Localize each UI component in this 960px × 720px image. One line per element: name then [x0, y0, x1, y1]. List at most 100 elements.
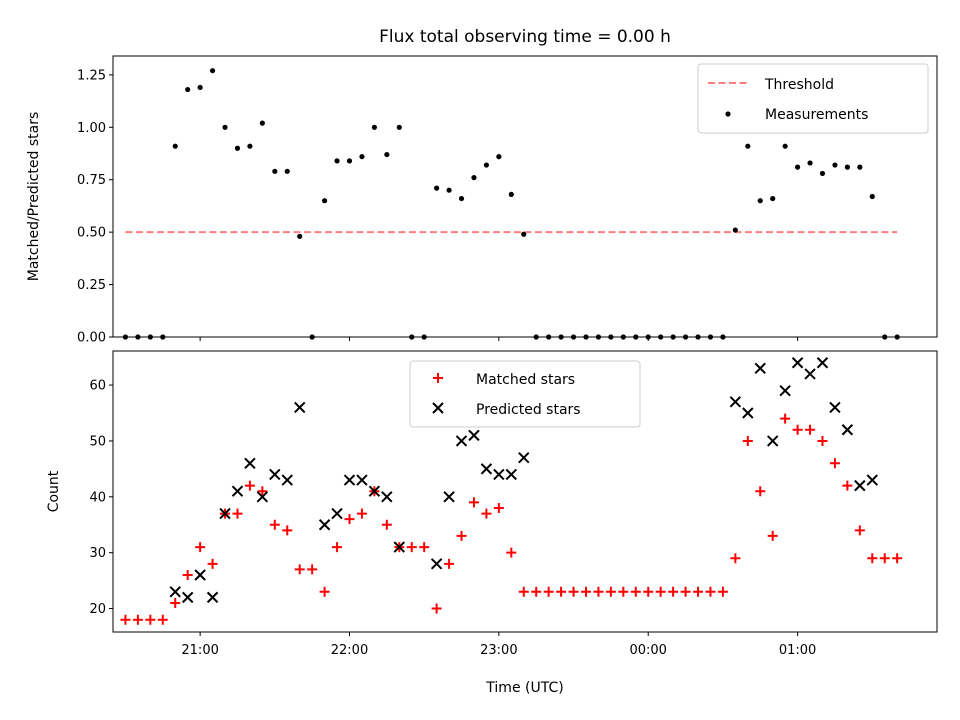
- matched-star-point: [319, 586, 330, 597]
- measurement-point: [297, 233, 303, 239]
- measurement-point: [508, 191, 514, 198]
- predicted-star-point: [804, 368, 816, 380]
- matched-star-point: [792, 424, 803, 435]
- measurement-point: [471, 175, 477, 181]
- matched-star-point: [468, 497, 479, 508]
- predicted-star-point: [269, 468, 281, 481]
- measurement-point: [185, 86, 191, 93]
- predicted-star-point: [256, 491, 269, 503]
- predicted-star-point: [505, 468, 518, 481]
- measurement-point: [222, 124, 228, 130]
- matched-star-point: [244, 480, 255, 491]
- predicted-star-point: [518, 451, 530, 464]
- matched-star-point: [593, 586, 604, 597]
- predicted-star-point: [766, 435, 779, 447]
- predicted-star-point: [318, 519, 331, 531]
- predicted-star-point: [368, 485, 381, 497]
- bottom-y-tick-label: 40: [89, 490, 106, 505]
- matched-star-point: [381, 519, 392, 530]
- matched-star-point: [182, 570, 193, 581]
- predicted-star-point: [493, 468, 505, 481]
- matched-star-point: [506, 547, 517, 558]
- predicted-star-point: [244, 457, 256, 469]
- measurement-point: [757, 198, 763, 204]
- legend-predicted-swatch: [432, 402, 444, 414]
- matched-star-point: [145, 614, 156, 625]
- matched-star-point: [879, 553, 890, 564]
- matched-star-point: [717, 586, 728, 597]
- predicted-star-point: [480, 463, 493, 475]
- predicted-star-point: [455, 435, 468, 447]
- matched-star-point: [693, 586, 704, 597]
- predicted-star-point: [281, 474, 293, 486]
- legend-predicted-label: Predicted stars: [476, 402, 581, 418]
- measurement-point: [396, 124, 402, 130]
- top-y-tick-label: 1.00: [77, 121, 106, 136]
- predicted-star-point: [206, 591, 219, 604]
- measurement-point: [359, 154, 365, 160]
- matched-star-point: [232, 508, 243, 519]
- matched-star-point: [356, 508, 367, 519]
- top-y-tick-label: 0.00: [77, 331, 106, 346]
- x-tick-label: 22:00: [331, 643, 368, 658]
- measurement-point: [172, 143, 178, 149]
- top-y-tick-label: 0.25: [77, 278, 106, 293]
- top-y-tick-label: 0.50: [77, 226, 106, 241]
- matched-star-point: [556, 586, 567, 597]
- predicted-star-point: [169, 586, 181, 598]
- matched-star-point: [207, 558, 218, 569]
- matched-star-point: [668, 586, 679, 597]
- matched-star-point: [767, 530, 778, 541]
- measurement-point: [770, 195, 776, 202]
- x-tick-label: 21:00: [181, 643, 218, 658]
- matched-star-point: [842, 480, 853, 491]
- top-y-tick-label: 0.75: [77, 173, 106, 188]
- measurement-point: [869, 193, 875, 200]
- legend-measurements-swatch: [725, 111, 731, 117]
- measurement-point: [857, 164, 863, 170]
- predicted-star-point: [381, 491, 393, 503]
- matched-star-point: [680, 586, 691, 597]
- top-legend-frame: [697, 63, 929, 134]
- matched-star-point: [854, 525, 865, 536]
- legend-matched-label: Matched stars: [476, 372, 575, 388]
- top-legend: Threshold Measurements: [697, 63, 929, 134]
- measurement-point: [234, 145, 241, 151]
- measurement-point: [458, 195, 465, 202]
- matched-star-point: [493, 502, 504, 513]
- matched-star-point: [730, 553, 741, 564]
- measurement-point: [434, 185, 440, 191]
- matched-star-point: [630, 586, 641, 597]
- matched-star-point: [805, 424, 816, 435]
- bottom-y-tick-label: 50: [89, 434, 106, 449]
- measurement-point: [844, 164, 850, 170]
- matched-star-point: [543, 586, 554, 597]
- matched-star-point: [531, 586, 542, 597]
- legend-measurements-label: Measurements: [765, 107, 868, 123]
- measurement-point: [745, 143, 751, 149]
- predicted-star-point: [343, 474, 356, 486]
- bottom-y-tick-label: 20: [89, 602, 106, 617]
- matched-star-point: [195, 542, 206, 553]
- measurement-point: [384, 151, 390, 158]
- bottom-y-axis-label: Count: [46, 470, 62, 512]
- measurement-point: [334, 158, 340, 164]
- matched-star-point: [406, 542, 417, 553]
- matched-star-point: [282, 525, 293, 536]
- matched-star-point: [132, 614, 143, 625]
- matched-star-point: [568, 586, 579, 597]
- matched-star-point: [605, 586, 616, 597]
- matched-star-point: [157, 614, 168, 625]
- predicted-star-point: [393, 541, 405, 553]
- x-tick-label: 23:00: [480, 643, 517, 658]
- matched-star-point: [257, 486, 268, 497]
- predicted-star-point: [816, 357, 829, 369]
- predicted-star-point: [430, 558, 443, 570]
- measurement-point: [209, 68, 216, 74]
- predicted-star-point: [194, 569, 206, 581]
- x-tick-label: 01:00: [779, 643, 816, 658]
- measurement-point: [794, 164, 801, 170]
- matched-star-point: [755, 486, 766, 497]
- top-y-tick-label: 1.25: [77, 68, 106, 83]
- predicted-star-point: [293, 401, 306, 414]
